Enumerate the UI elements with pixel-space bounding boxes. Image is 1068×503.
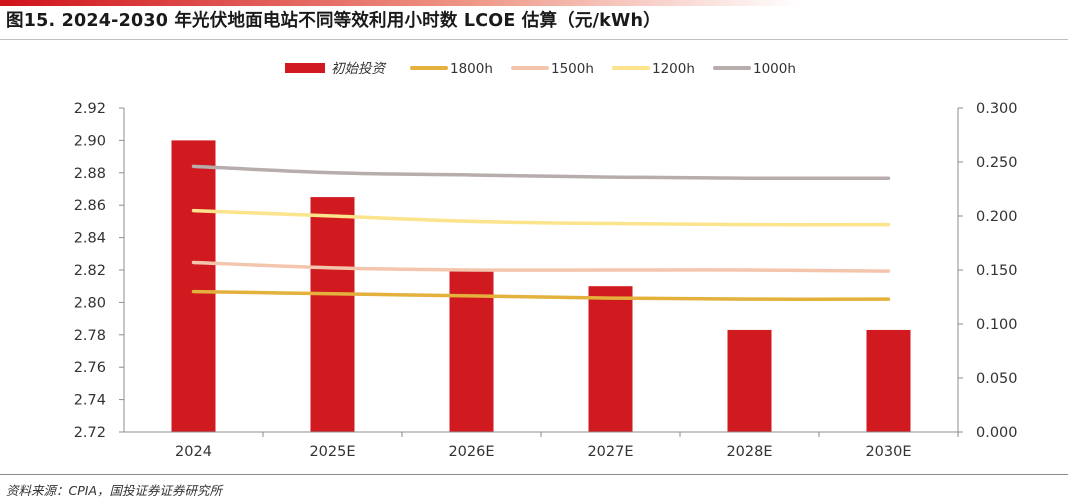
line-1200h [191,208,891,227]
line-1000h [191,164,891,181]
right-tick-label: 0.000 [976,425,1018,441]
line-1500h [191,260,891,273]
right-tick-label: 0.150 [976,263,1018,279]
right-tick-label: 0.200 [976,209,1018,225]
title-accent-bar [0,0,1068,6]
left-tick-label: 2.82 [74,263,106,279]
legend-label-1800h: 1800h [450,61,493,77]
bar-2027E [588,286,633,432]
x-tick-label: 2027E [587,444,633,460]
x-tick-label: 2026E [448,444,494,460]
left-tick-label: 2.84 [74,231,106,247]
x-tick-label: 2030E [865,444,911,460]
right-tick-label: 0.300 [976,101,1018,117]
legend-label-1200h: 1200h [652,61,695,77]
left-tick-label: 2.88 [74,166,106,182]
left-tick-label: 2.76 [74,360,106,376]
source-note: 资料来源：CPIA，国投证券证券研究所 [6,483,223,498]
right-tick-label: 0.100 [976,317,1018,333]
legend-label-初始投资: 初始投资 [331,61,386,77]
x-tick-label: 2025E [309,444,355,460]
bar-2024 [171,140,216,432]
line-1800h [191,289,891,301]
right-tick-label: 0.250 [976,155,1018,171]
figure-title: 图15. 2024-2030 年光伏地面电站不同等效利用小时数 LCOE 估算（… [6,11,661,31]
right-tick-label: 0.050 [976,371,1018,387]
left-tick-label: 2.92 [74,101,106,117]
left-tick-label: 2.72 [74,425,106,441]
x-tick-label: 2024 [175,444,212,460]
left-tick-label: 2.86 [74,198,106,214]
legend-label-1500h: 1500h [551,61,594,77]
left-tick-label: 2.78 [74,328,106,344]
title-divider [0,39,1068,40]
bar-2028E [727,329,772,432]
legend-label-1000h: 1000h [753,61,796,77]
bar-2030E [866,329,911,432]
bar-2025E [310,197,355,432]
x-tick-label: 2028E [726,444,772,460]
left-tick-label: 2.90 [74,133,106,149]
left-tick-label: 2.74 [74,393,106,409]
left-tick-label: 2.80 [74,295,106,311]
source-divider [0,474,1068,475]
legend-swatch-初始投资 [285,63,325,73]
